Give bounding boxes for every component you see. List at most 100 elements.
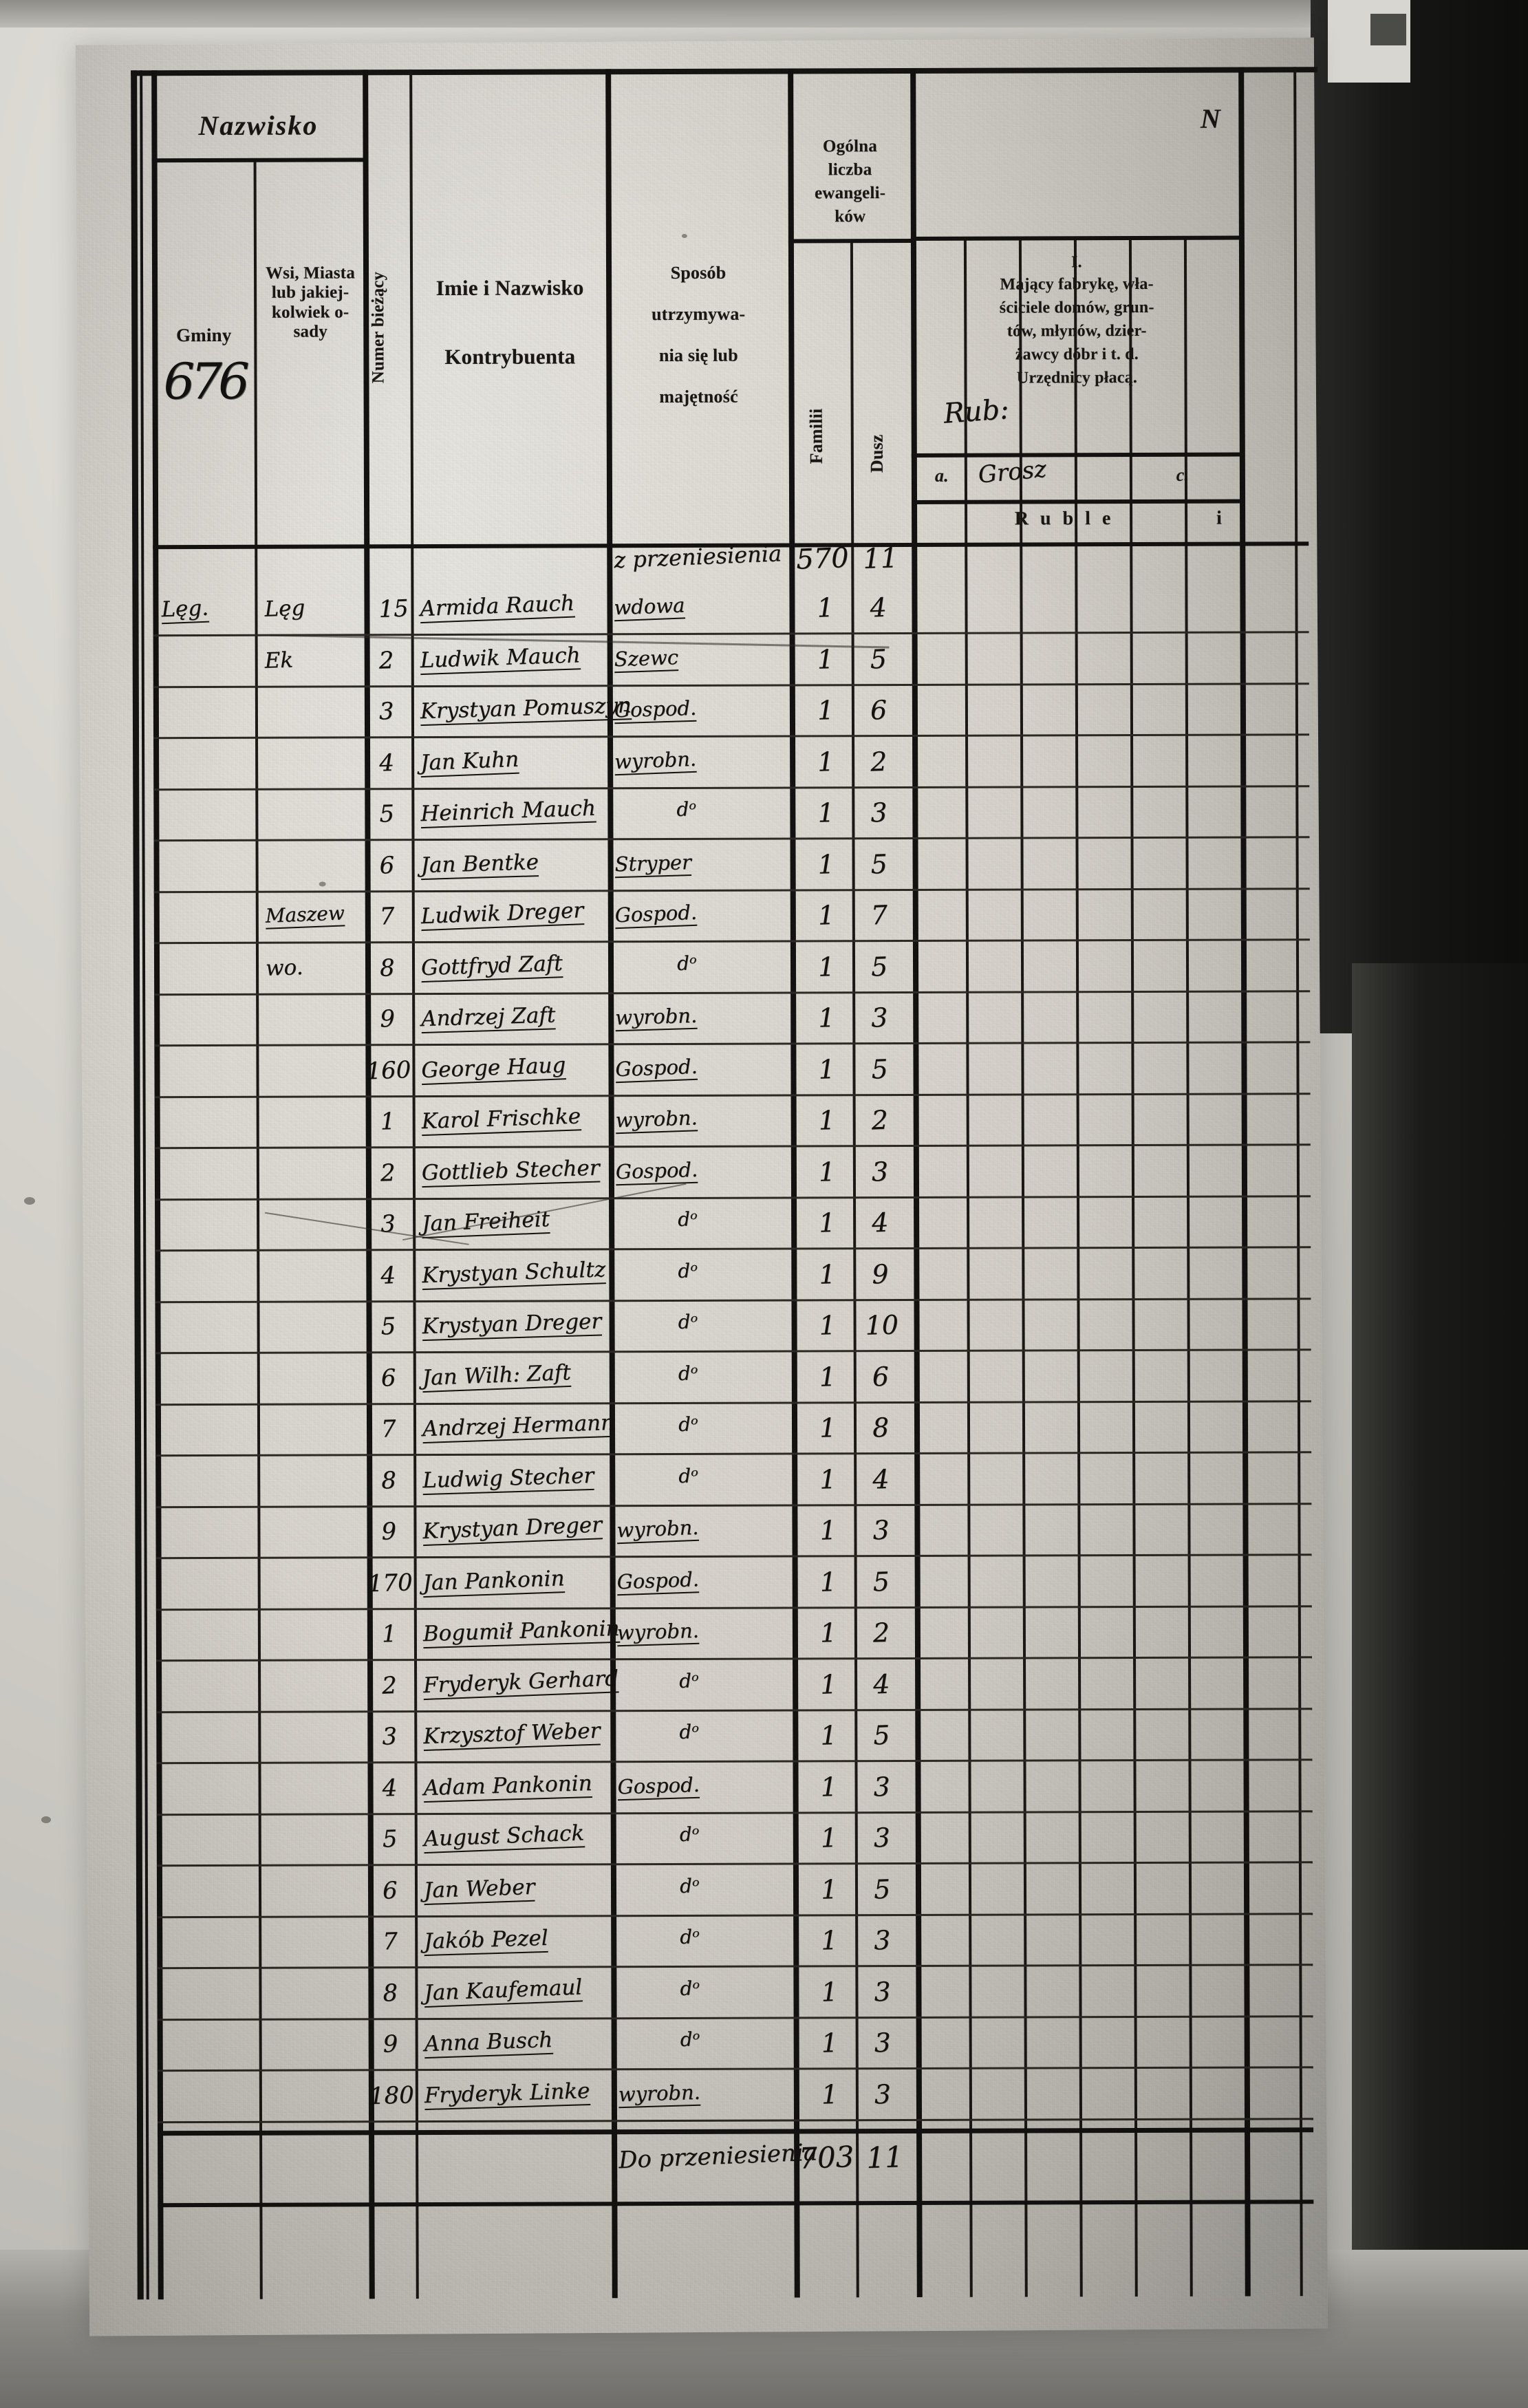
cell-sposob: Stryper	[614, 850, 692, 878]
margin-dot-1	[24, 1197, 35, 1205]
row-rule	[154, 989, 1311, 996]
row-rule	[156, 1809, 1313, 1816]
carry-out-dusz: 11	[865, 2140, 904, 2175]
cell-numer: 2	[378, 646, 395, 675]
rule-under-abc	[912, 499, 1244, 504]
cell-dusz: 5	[872, 1719, 891, 1751]
cell-familii: 1	[819, 1617, 837, 1648]
cell-familii: 1	[819, 1822, 838, 1853]
cell-name: Andrzej Zaft	[420, 1002, 556, 1034]
cell-numer: 6	[380, 1364, 397, 1393]
rule-under-rub	[911, 452, 1243, 458]
cell-sposob: Gospod.	[617, 1772, 700, 1800]
cell-dusz: 3	[870, 1002, 889, 1033]
row-rule	[153, 733, 1310, 740]
cell-familii: 1	[817, 1002, 836, 1033]
header-numer-biezacy: Numer bieżący	[369, 271, 388, 384]
col-rule-sposob-ogolna	[788, 68, 800, 2298]
cell-name: Jan Kaufemaul	[423, 1974, 583, 2008]
cell-dusz: 5	[870, 951, 888, 982]
header-kontrybuenta: Kontrybuenta	[444, 344, 576, 369]
cell-sposob: dᵒ	[677, 1207, 698, 1231]
cell-numer: 5	[380, 1312, 396, 1341]
cell-familii: 1	[817, 746, 835, 777]
gmina-number-handwriting: 676	[163, 352, 246, 411]
cell-name: Krystyan Schultz	[421, 1256, 606, 1290]
cell-name: Krystyan Dreger	[422, 1512, 603, 1547]
cell-familii: 1	[819, 1668, 838, 1700]
cell-numer: 2	[381, 1671, 398, 1700]
header-sub-ruble: R u b l e	[1014, 508, 1115, 530]
ledger-table: Nazwisko Gminy Wsi, Miasta lub jakiej-ko…	[131, 67, 1324, 2300]
cell-name: George Haug	[420, 1052, 567, 1085]
cell-name: Fryderyk Linke	[424, 2078, 590, 2110]
col-rule-gminy-left	[151, 70, 164, 2300]
row-rule	[155, 1297, 1311, 1303]
cell-sposob: dᵒ	[679, 1925, 700, 1948]
page-mark-N: N	[1200, 103, 1222, 134]
header-sposob-l3: nia się lub	[658, 345, 738, 366]
cell-familii: 1	[820, 1924, 839, 1956]
cell-name: Krzysztof Weber	[422, 1718, 601, 1752]
cell-osada: Ek	[264, 647, 294, 674]
header-sub-a: a.	[934, 465, 949, 486]
row-rule	[153, 784, 1310, 791]
col-rule-nr-right	[409, 69, 419, 2299]
cell-sposob: wyrobn.	[616, 1618, 700, 1647]
cell-familii: 1	[817, 797, 835, 828]
rule-under-nazwisko	[151, 158, 364, 163]
cell-dusz: 6	[871, 1361, 890, 1393]
cell-familii: 1	[818, 1361, 837, 1393]
cell-numer: 8	[379, 954, 396, 982]
header-dusz: Dusz	[866, 434, 887, 473]
cell-familii: 1	[817, 1104, 836, 1136]
col-rule-b1	[1018, 239, 1028, 2297]
rule-table-bottom	[158, 2200, 1314, 2208]
row-rule	[156, 1707, 1313, 1713]
cell-name: Jakób Pezel	[423, 1925, 549, 1957]
header-ogolna-l3: ewangeli-	[815, 184, 886, 203]
cell-numer: 170	[367, 1568, 413, 1598]
cell-numer: 9	[383, 2030, 398, 2058]
cell-name: Armida Rauch	[419, 590, 575, 624]
rule-above-carry-out	[158, 2127, 1314, 2136]
cell-sposob: dᵒ	[677, 1258, 698, 1282]
header-right-roman: I.	[1071, 253, 1082, 272]
col-rule-c1	[1183, 239, 1193, 2297]
scan-right-shadow	[1311, 0, 1528, 1033]
cell-numer: 6	[379, 851, 395, 880]
header-sub-c: c.	[1176, 464, 1190, 485]
cell-name: Karol Frischke	[421, 1104, 581, 1137]
col-rule-a	[963, 239, 973, 2297]
header-sposob-l4: majętność	[659, 386, 738, 407]
cell-name: Ludwik Mauch	[420, 642, 581, 675]
scan-corner-marker	[1370, 14, 1406, 45]
cell-dusz: 8	[872, 1412, 890, 1443]
cell-dusz: 3	[871, 1156, 889, 1187]
scan-top-shadow	[0, 0, 1528, 28]
cell-familii: 1	[818, 1207, 837, 1238]
cell-sposob: wdowa	[613, 593, 686, 622]
cell-familii: 1	[817, 848, 835, 880]
header-right-l3: tów, młynów, dzier-	[1007, 321, 1147, 341]
col-rule-right-outer	[1238, 67, 1251, 2297]
cell-numer: 3	[380, 1210, 396, 1238]
cell-name: Jan Pankonin	[422, 1565, 566, 1598]
row-rule	[155, 1194, 1311, 1201]
cell-name: Jan Weber	[423, 1874, 536, 1905]
cell-numer: 9	[379, 1004, 396, 1033]
cell-familii: 1	[819, 1514, 837, 1546]
row-rule	[155, 1451, 1312, 1457]
cell-sposob: Gospod.	[614, 696, 697, 724]
cell-numer: 2	[380, 1159, 396, 1187]
cell-name: Ludwik Dreger	[420, 898, 584, 932]
cell-familii: 1	[817, 951, 835, 982]
cell-dusz: 3	[874, 2078, 892, 2109]
cell-dusz: 3	[873, 1976, 892, 2008]
col-rule-gminy-osady	[253, 159, 263, 2299]
ink-spot-2	[681, 233, 687, 238]
carry-out-familii: 703	[798, 2139, 855, 2175]
cell-dusz: 3	[872, 1822, 891, 1853]
row-rule	[158, 2117, 1314, 2123]
cell-numer: 7	[380, 1415, 397, 1443]
